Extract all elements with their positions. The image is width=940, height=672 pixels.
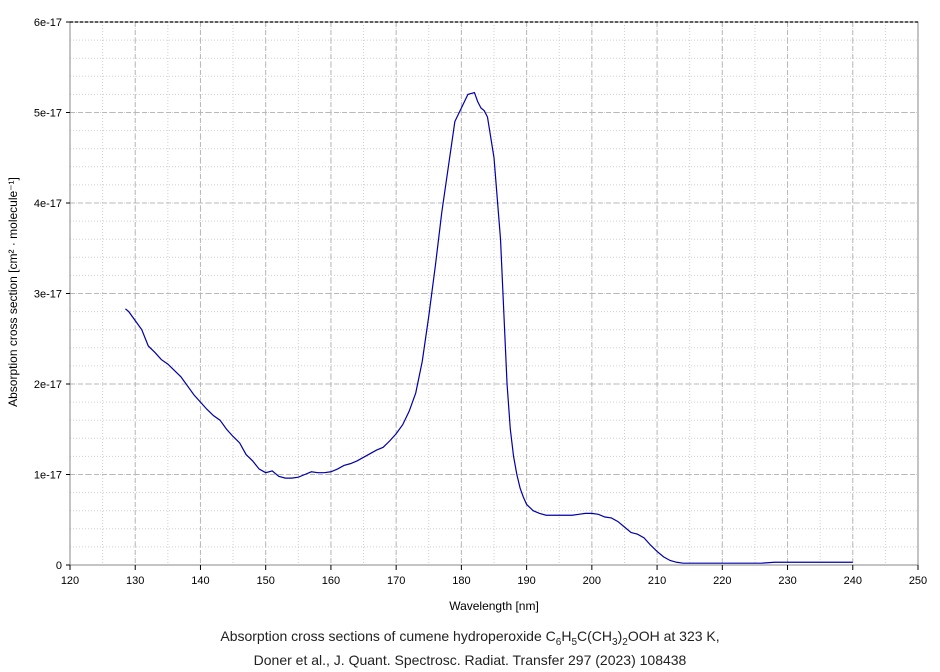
y-axis-title: Absorption cross section [cm² · molecule…	[6, 177, 20, 407]
y-tick-label: 6e-17	[34, 17, 62, 29]
x-tick-label: 210	[648, 575, 666, 587]
y-tick-label: 1e-17	[34, 470, 62, 482]
x-tick-label: 160	[322, 575, 340, 587]
x-tick-label: 250	[909, 575, 927, 587]
caption-subscript: 5	[571, 636, 578, 648]
absorption-chart: 120 130 140 150 160 170 180 190 200 210 220 230 240 2…	[6, 17, 927, 613]
caption-text: C(CH	[577, 628, 613, 644]
caption-subscript: 3	[612, 636, 618, 648]
caption-subscript: 2	[622, 636, 628, 648]
x-tick-label: 190	[517, 575, 535, 587]
caption-text: )	[617, 628, 623, 644]
caption-text: Absorption cross sections of cumene hydr…	[220, 628, 556, 644]
x-tick-label: 140	[191, 575, 209, 587]
x-tick-label: 150	[257, 575, 275, 587]
x-tick-label: 200	[583, 575, 601, 587]
x-tick-label: 120	[61, 575, 79, 587]
y-tick-label: 4e-17	[34, 198, 62, 210]
caption-text: OOH at 323 K,	[627, 628, 720, 644]
x-tick-label: 240	[844, 575, 862, 587]
caption-subscript: 6	[555, 636, 562, 648]
x-tick-label: 220	[713, 575, 731, 587]
x-tick-label: 180	[452, 575, 470, 587]
x-tick-label: 130	[126, 575, 144, 587]
y-tick-label: 5e-17	[34, 108, 62, 120]
x-tick-label: 230	[778, 575, 796, 587]
y-tick-label: 2e-17	[34, 379, 62, 391]
x-tick-label: 170	[387, 575, 405, 587]
caption-text: H	[561, 628, 572, 644]
y-tick-label: 3e-17	[34, 289, 62, 301]
caption-line-2: Doner et al., J. Quant. Spectrosc. Radia…	[253, 652, 687, 668]
y-tick-label: 0	[56, 560, 62, 572]
caption-line-1: Absorption cross sections of cumene hydr…	[0, 628, 940, 648]
y-axis-ticks: 0 1e-17 2e-17 3e-17 4e-17 5e-17 6e-17	[34, 17, 70, 572]
x-axis-ticks: 120 130 140 150 160 170 180 190 200 210 220 230 240 2…	[61, 565, 927, 587]
series-line	[125, 91, 853, 564]
x-axis-title: Wavelength [nm]	[449, 599, 539, 613]
